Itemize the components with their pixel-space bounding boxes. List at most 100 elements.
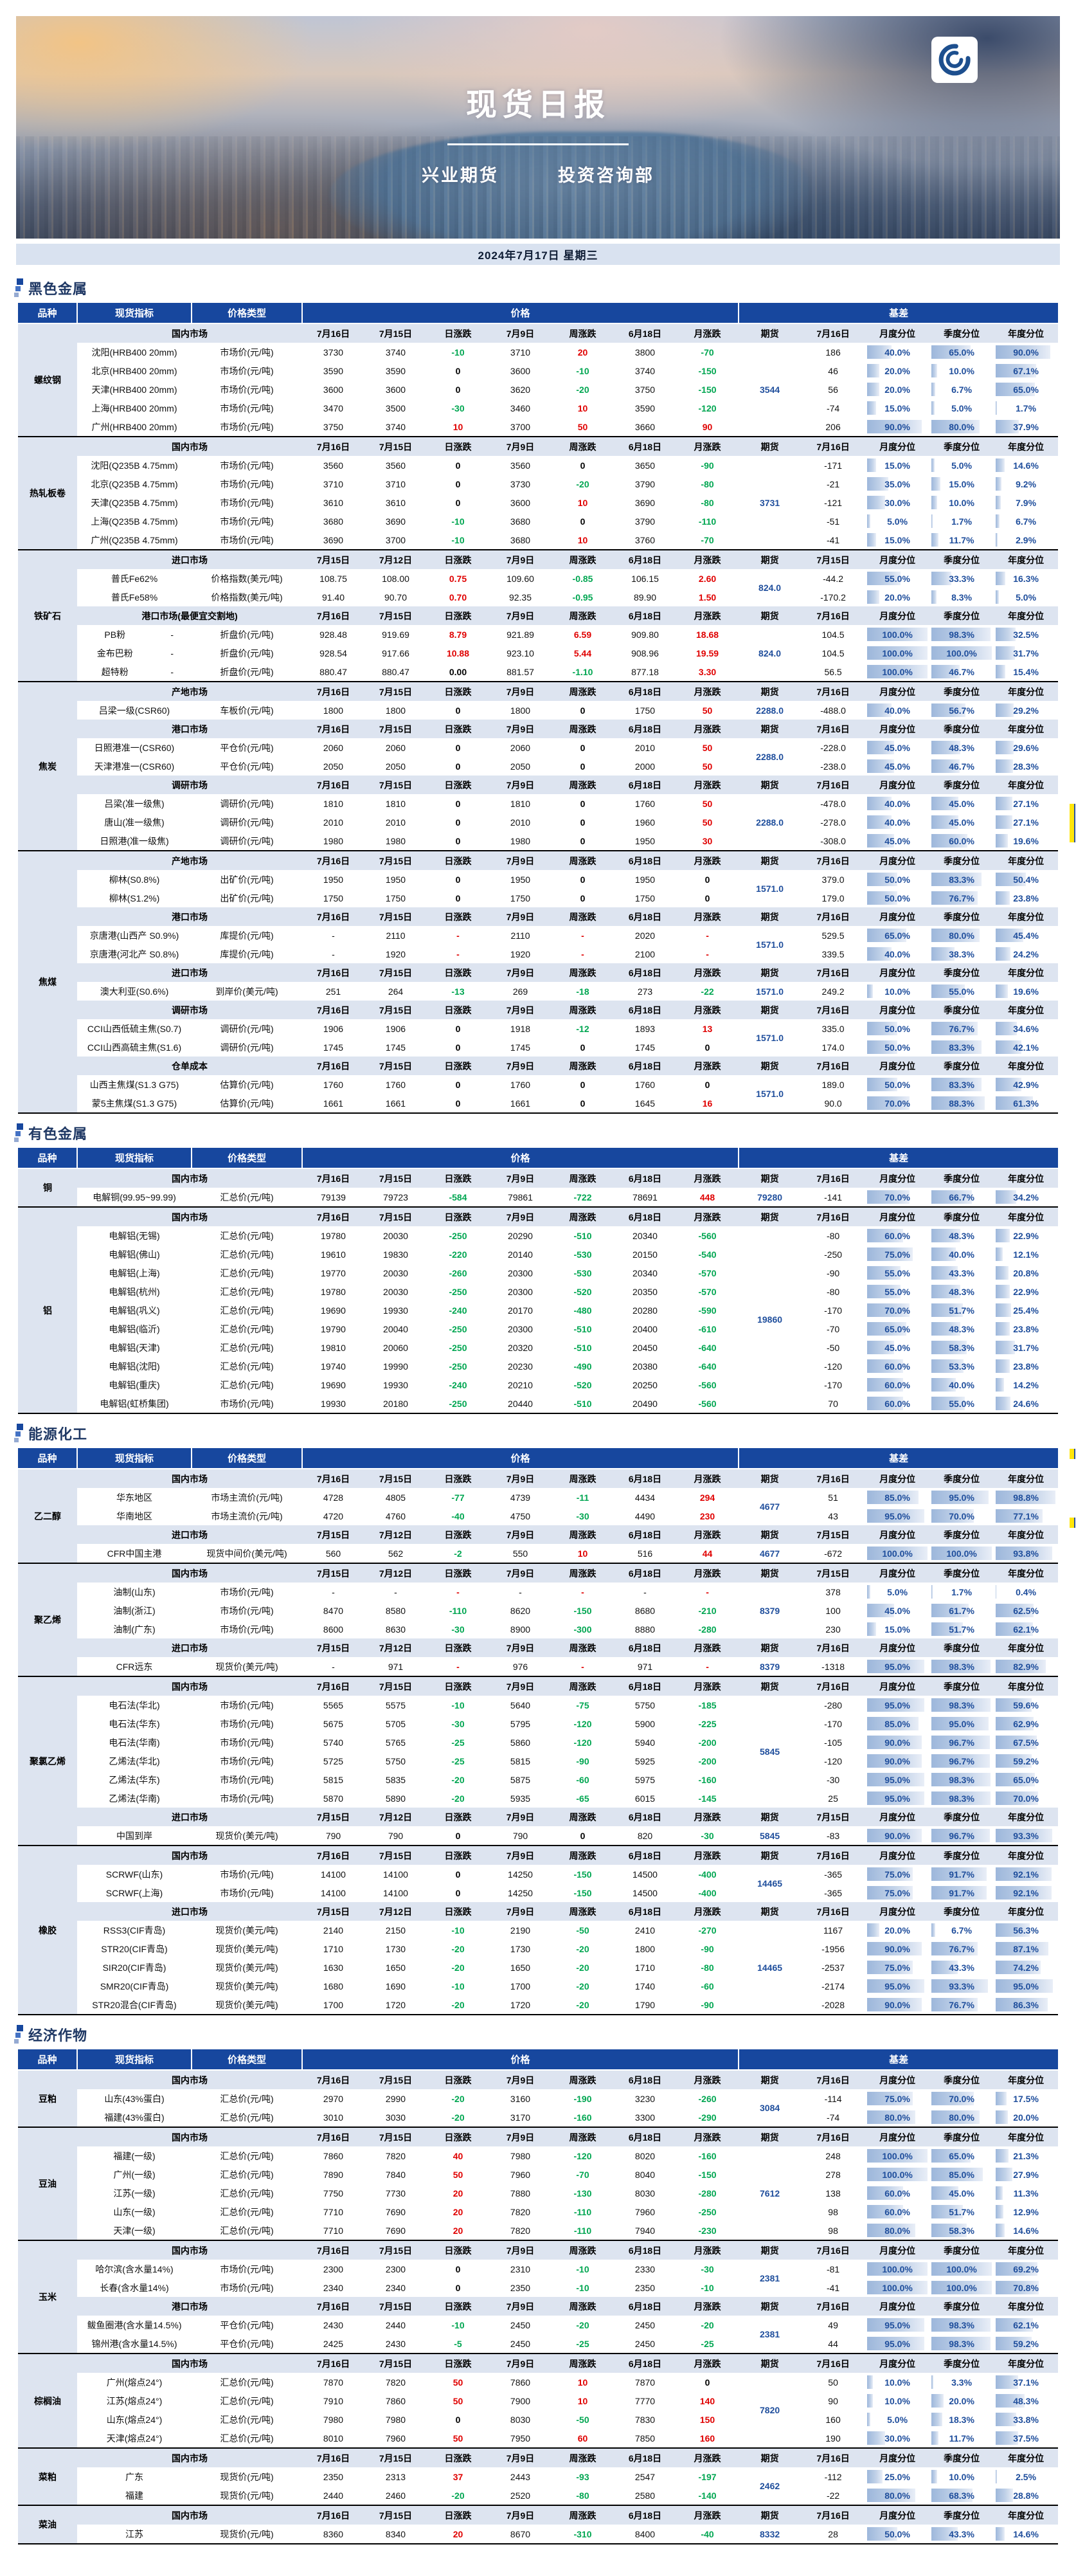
price-cell: 1750 [614,889,676,907]
price-cell: 5795 [489,1714,551,1733]
price-type-cell: 出矿价(元/吨) [192,870,302,889]
percentile-cell: 14.6% [994,2525,1059,2543]
price-cell: 1645 [614,1094,676,1112]
col-label: 7月9日 [489,323,551,343]
market-label: 国内市场 [77,2506,302,2525]
col-label: 季度分位 [929,1168,994,1188]
price-cell: 7820 [489,2221,551,2240]
col-label: 7月9日 [489,963,551,982]
price-cell: 7960 [614,2202,676,2221]
percentile-cell: 93.8% [994,1544,1059,1563]
change-cell: -250 [427,1226,489,1245]
col-label: 7月9日 [489,1469,551,1488]
report-body: 黑色金属 品种 现货指标 价格类型 价格 基差 螺纹钢 国内市场 7月16日 7月15日… [0,269,1076,2544]
col-label: 周涨跌 [551,1469,614,1488]
futures-cell: 1571.0 [739,870,802,907]
price-cell: 3700 [489,417,551,436]
futures-cell: 19860 [739,1226,802,1413]
change-cell: -145 [676,1789,739,1808]
price-cell: 2110 [364,926,427,945]
col-label: 季度分位 [929,2070,994,2089]
change-cell: -60 [676,1977,739,1995]
price-cell: 2547 [614,2467,676,2486]
price-cell: 20250 [614,1375,676,1394]
col-label: 周涨跌 [551,323,614,343]
basis-cell: -308.0 [801,831,866,850]
percentile-bar [996,496,1001,509]
percentile-bar [867,345,892,359]
price-cell: 7860 [302,2146,364,2165]
futures-cell: 824.0 [739,569,802,606]
change-cell: -20 [551,1995,614,2014]
price-cell: 2050 [364,757,427,776]
col-label: 7月16日 [801,1001,866,1019]
indicator-cell: 电解铜(99.95~99.99) [77,1188,192,1206]
data-row: 蒙5主焦煤(S1.3 G75) 估算价(元/吨) 1661 1661 0 1661 0 164… [18,1094,1059,1112]
price-cell: 91.40 [302,588,364,606]
col-label: 7月15日 [364,1469,427,1488]
subheader-row: 棕榈油 国内市场 7月16日 7月15日 日涨跌 7月9日 周涨跌 6月18日 月涨跌 期货 7月1… [18,2354,1059,2447]
basis-cell: -70 [801,1320,866,1338]
price-type-cell: 现货价(元/吨) [192,2467,302,2486]
price-cell: 3730 [302,343,364,361]
basis-cell: 25 [801,1789,866,1808]
price-cell: 20300 [489,1264,551,1282]
change-cell: 0 [427,870,489,889]
change-cell: - [676,945,739,963]
price-cell: 3160 [489,2089,551,2108]
percentile-cell: 5.0% [865,1583,930,1601]
price-cell: 1730 [364,1939,427,1958]
col-label: 日涨跌 [427,2506,489,2525]
basis-cell: 104.5 [801,625,866,644]
price-cell: 4728 [302,1488,364,1507]
percentile-cell: 62.1% [994,1620,1059,1638]
price-cell: 2580 [614,2486,676,2505]
change-cell: -30 [427,399,489,417]
percentile-cell: 31.7% [994,1338,1059,1357]
col-label: 季度分位 [929,1057,994,1075]
percentile-cell: 86.3% [994,1995,1059,2014]
price-cell: 8010 [302,2429,364,2447]
indicator-cell: 电石法(华北) [77,1696,192,1714]
change-cell: 50 [676,757,739,776]
price-type-cell: 市场价(元/吨) [192,1733,302,1752]
change-cell: -110 [551,2202,614,2221]
subheader-row: 进口市场 7月15日 7月12日 日涨跌 7月9日 周涨跌 6月18日 月涨跌 期货 7月15日月… [18,1525,1059,1544]
price-cell: 2440 [364,2316,427,2334]
data-row: 日照港准一(CSR60) 平仓价(元/吨) 2060 2060 0 2060 0 2010 50… [18,738,1059,776]
change-cell: 1.50 [676,588,739,606]
percentile-cell: 40.0% [865,343,930,361]
price-cell: 3690 [364,512,427,531]
price-type-cell: 汇总价(元/吨) [192,1245,302,1264]
change-cell: 0 [427,2410,489,2429]
basis-cell: -170 [801,1375,866,1394]
edge-artifact [1070,1449,1075,1459]
change-cell: 0 [551,1826,614,1845]
col-label: 月度分位 [865,1564,930,1583]
percentile-bar [867,665,928,678]
change-cell: -20 [427,2108,489,2127]
change-cell: -10 [551,361,614,380]
col-label: 7月16日 [302,720,364,738]
percentile-cell: 80.0% [929,417,994,436]
subheader-row: 进口市场 7月15日 7月12日 日涨跌 7月9日 周涨跌 6月18日 月涨跌 期货 7月16日月… [18,1638,1059,1657]
price-cell: 1745 [614,1038,676,1057]
basis-cell: -22 [801,2486,866,2505]
percentile-cell: 28.3% [994,757,1059,776]
indicator-cell: 福建(43%蛋白) [77,2108,192,2127]
price-cell: 20280 [614,1301,676,1320]
change-cell: 0 [427,794,489,813]
price-cell: 3300 [614,2108,676,2127]
variety-cell: 乙二醇 [18,1469,77,1563]
indicator-cell: 电解铝(天津) [77,1338,192,1357]
col-label: 日涨跌 [427,907,489,926]
price-cell: 79139 [302,1188,364,1206]
percentile-bar [867,1585,870,1599]
percentile-bar [931,1923,936,1937]
price-cell: 19810 [302,1338,364,1357]
subheader-row: 铁矿石 进口市场 7月15日 7月12日 日涨跌 7月9日 周涨跌 6月18日 月涨跌 期货 7月1… [18,550,1059,681]
price-cell: 2450 [489,2316,551,2334]
col-label: 7月9日 [489,1902,551,1921]
indicator-cell: SCRWF(上海) [77,1883,192,1902]
section-squares-icon [14,2025,23,2045]
